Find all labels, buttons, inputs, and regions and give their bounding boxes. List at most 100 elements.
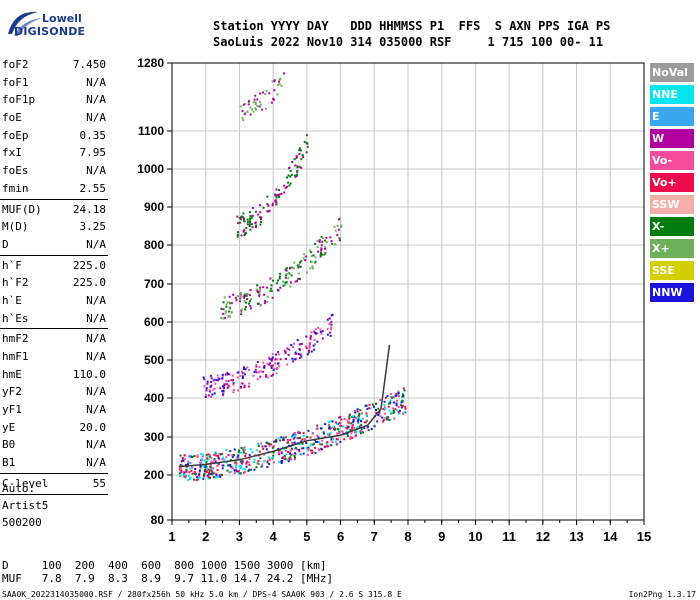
echo-point (305, 442, 308, 444)
echo-point (345, 430, 348, 433)
echo-point (314, 331, 317, 334)
echo-point (229, 301, 232, 304)
echo-point (266, 362, 269, 365)
echo-point (289, 449, 292, 452)
echo-point (286, 347, 289, 350)
echo-point (268, 357, 271, 360)
echo-point (392, 407, 395, 410)
echo-point (238, 217, 241, 220)
echo-point (356, 410, 359, 413)
echo-point (309, 337, 312, 340)
param-row: yF1 N/A (0, 401, 108, 419)
echo-point (258, 100, 261, 103)
y-tick-label: 1280 (137, 56, 164, 70)
param-name: foE (2, 111, 22, 125)
echo-point (280, 84, 283, 87)
echo-point (225, 456, 228, 459)
echo-point (244, 468, 247, 471)
echo-point (305, 255, 308, 258)
echo-point (266, 442, 269, 445)
echo-point (336, 428, 339, 431)
echo-point (226, 469, 229, 472)
echo-point (325, 445, 328, 448)
echo-point (277, 451, 280, 454)
echo-point (293, 454, 296, 457)
echo-point (242, 375, 244, 378)
echo-point (213, 378, 216, 381)
echo-point (279, 286, 282, 289)
echo-point (272, 98, 275, 101)
echo-point (258, 216, 261, 219)
echo-point (271, 356, 274, 359)
echo-point (312, 344, 315, 347)
echo-point (382, 420, 385, 423)
echo-point (289, 281, 292, 284)
echo-point (262, 361, 265, 364)
echo-point (273, 89, 276, 92)
legend-item: Vo+ (650, 173, 694, 192)
echo-point (249, 448, 252, 451)
echo-point (283, 191, 286, 194)
echo-point (333, 225, 336, 228)
param-row: MUF(D) 24.18 (0, 201, 108, 219)
echo-point (326, 327, 329, 330)
echo-point (306, 454, 309, 456)
echo-point (401, 399, 404, 402)
echo-point (343, 438, 346, 441)
echo-point (294, 280, 297, 283)
echo-point (336, 432, 338, 435)
echo-point (395, 402, 398, 405)
echo-point (340, 418, 343, 421)
echo-point (303, 140, 306, 143)
echo-point (187, 474, 190, 477)
echo-point (321, 330, 324, 333)
echo-point (259, 286, 262, 289)
echo-point (277, 353, 280, 356)
echo-point (300, 260, 303, 263)
param-name: hmE (2, 367, 22, 381)
echo-point (271, 80, 274, 83)
echo-point (218, 377, 221, 380)
echo-point (202, 477, 205, 480)
echo-point (236, 233, 239, 236)
echo-point (285, 269, 288, 272)
echo-point (268, 458, 271, 461)
echo-point (254, 221, 257, 224)
echo-point (352, 415, 354, 418)
echo-point (189, 476, 192, 479)
echo-point (300, 447, 303, 450)
param-row: hmF1 N/A (0, 348, 108, 366)
echo-point (274, 358, 277, 361)
echo-point (249, 294, 251, 297)
echo-point (295, 352, 298, 355)
param-row: M(D) 3.25 (0, 218, 108, 236)
echo-point (360, 424, 363, 427)
echo-point (181, 457, 184, 459)
echo-point (318, 449, 321, 452)
echo-point (265, 374, 268, 376)
echo-point (259, 221, 262, 223)
echo-point (268, 444, 271, 447)
echo-point (248, 300, 251, 303)
echo-point (390, 393, 392, 395)
echo-point (275, 201, 278, 204)
echo-point (334, 440, 337, 443)
echo-point (236, 215, 239, 218)
echo-point (196, 476, 198, 479)
echo-point (200, 453, 203, 455)
echo-point (319, 443, 322, 446)
param-row: yE 20.0 (0, 419, 108, 437)
echo-point (249, 221, 251, 224)
echo-point (258, 450, 261, 453)
echo-point (326, 318, 329, 321)
echo-point (290, 266, 293, 269)
echo-point (244, 373, 246, 376)
echo-point (367, 425, 370, 428)
echo-point (188, 455, 191, 458)
echo-point (291, 441, 294, 444)
param-value: N/A (86, 456, 106, 470)
echo-point (228, 471, 231, 474)
echo-point (270, 358, 273, 361)
echo-point (328, 317, 331, 320)
param-row: h`F 225.0 (0, 257, 108, 275)
